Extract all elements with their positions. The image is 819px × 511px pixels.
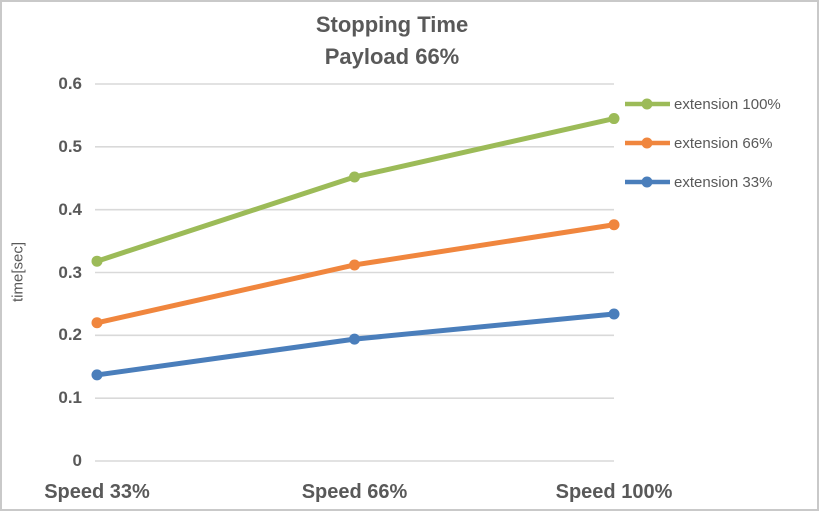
chart-title: Stopping Time Payload 66% — [2, 9, 782, 73]
y-tick-label: 0.1 — [58, 388, 82, 408]
legend-item: extension 66% — [624, 130, 772, 156]
x-tick-label: Speed 100% — [555, 481, 673, 503]
legend-swatch-icon — [625, 137, 670, 149]
legend: extension 100% extension 66% extension 33% — [624, 2, 817, 509]
data-point-marker — [91, 255, 103, 267]
legend-item-label: extension 33% — [674, 173, 773, 191]
x-tick-label: Speed 33% — [44, 481, 150, 503]
legend-item-label: extension 66% — [674, 134, 773, 152]
data-point-marker — [349, 333, 360, 345]
y-tick-label: 0.2 — [58, 325, 82, 345]
data-point-marker — [608, 219, 620, 231]
y-tick-label: 0.5 — [58, 136, 82, 156]
y-tick-label: 0.4 — [58, 199, 82, 219]
data-point-marker — [349, 259, 360, 271]
data-point-marker — [91, 369, 103, 381]
legend-item: extension 33% — [624, 169, 772, 195]
data-point-marker — [608, 308, 620, 320]
y-tick-label: 0 — [72, 451, 82, 470]
chart-title-line2: Payload 66% — [324, 44, 460, 69]
x-tick-label: Speed 66% — [301, 481, 408, 503]
data-point-marker — [608, 113, 620, 125]
y-tick-label: 0.3 — [58, 262, 82, 282]
legend-item-label: extension 100% — [674, 95, 781, 113]
legend-swatch-icon — [625, 98, 670, 110]
series-line — [96, 222, 615, 326]
data-point-marker — [349, 171, 360, 183]
data-point-marker — [91, 317, 103, 329]
y-tick-label: 0.6 — [58, 74, 82, 93]
legend-item: extension 100% — [624, 91, 781, 117]
series-line — [96, 116, 615, 264]
legend-swatch-icon — [625, 176, 670, 188]
chart-title-line1: Stopping Time — [315, 12, 469, 37]
